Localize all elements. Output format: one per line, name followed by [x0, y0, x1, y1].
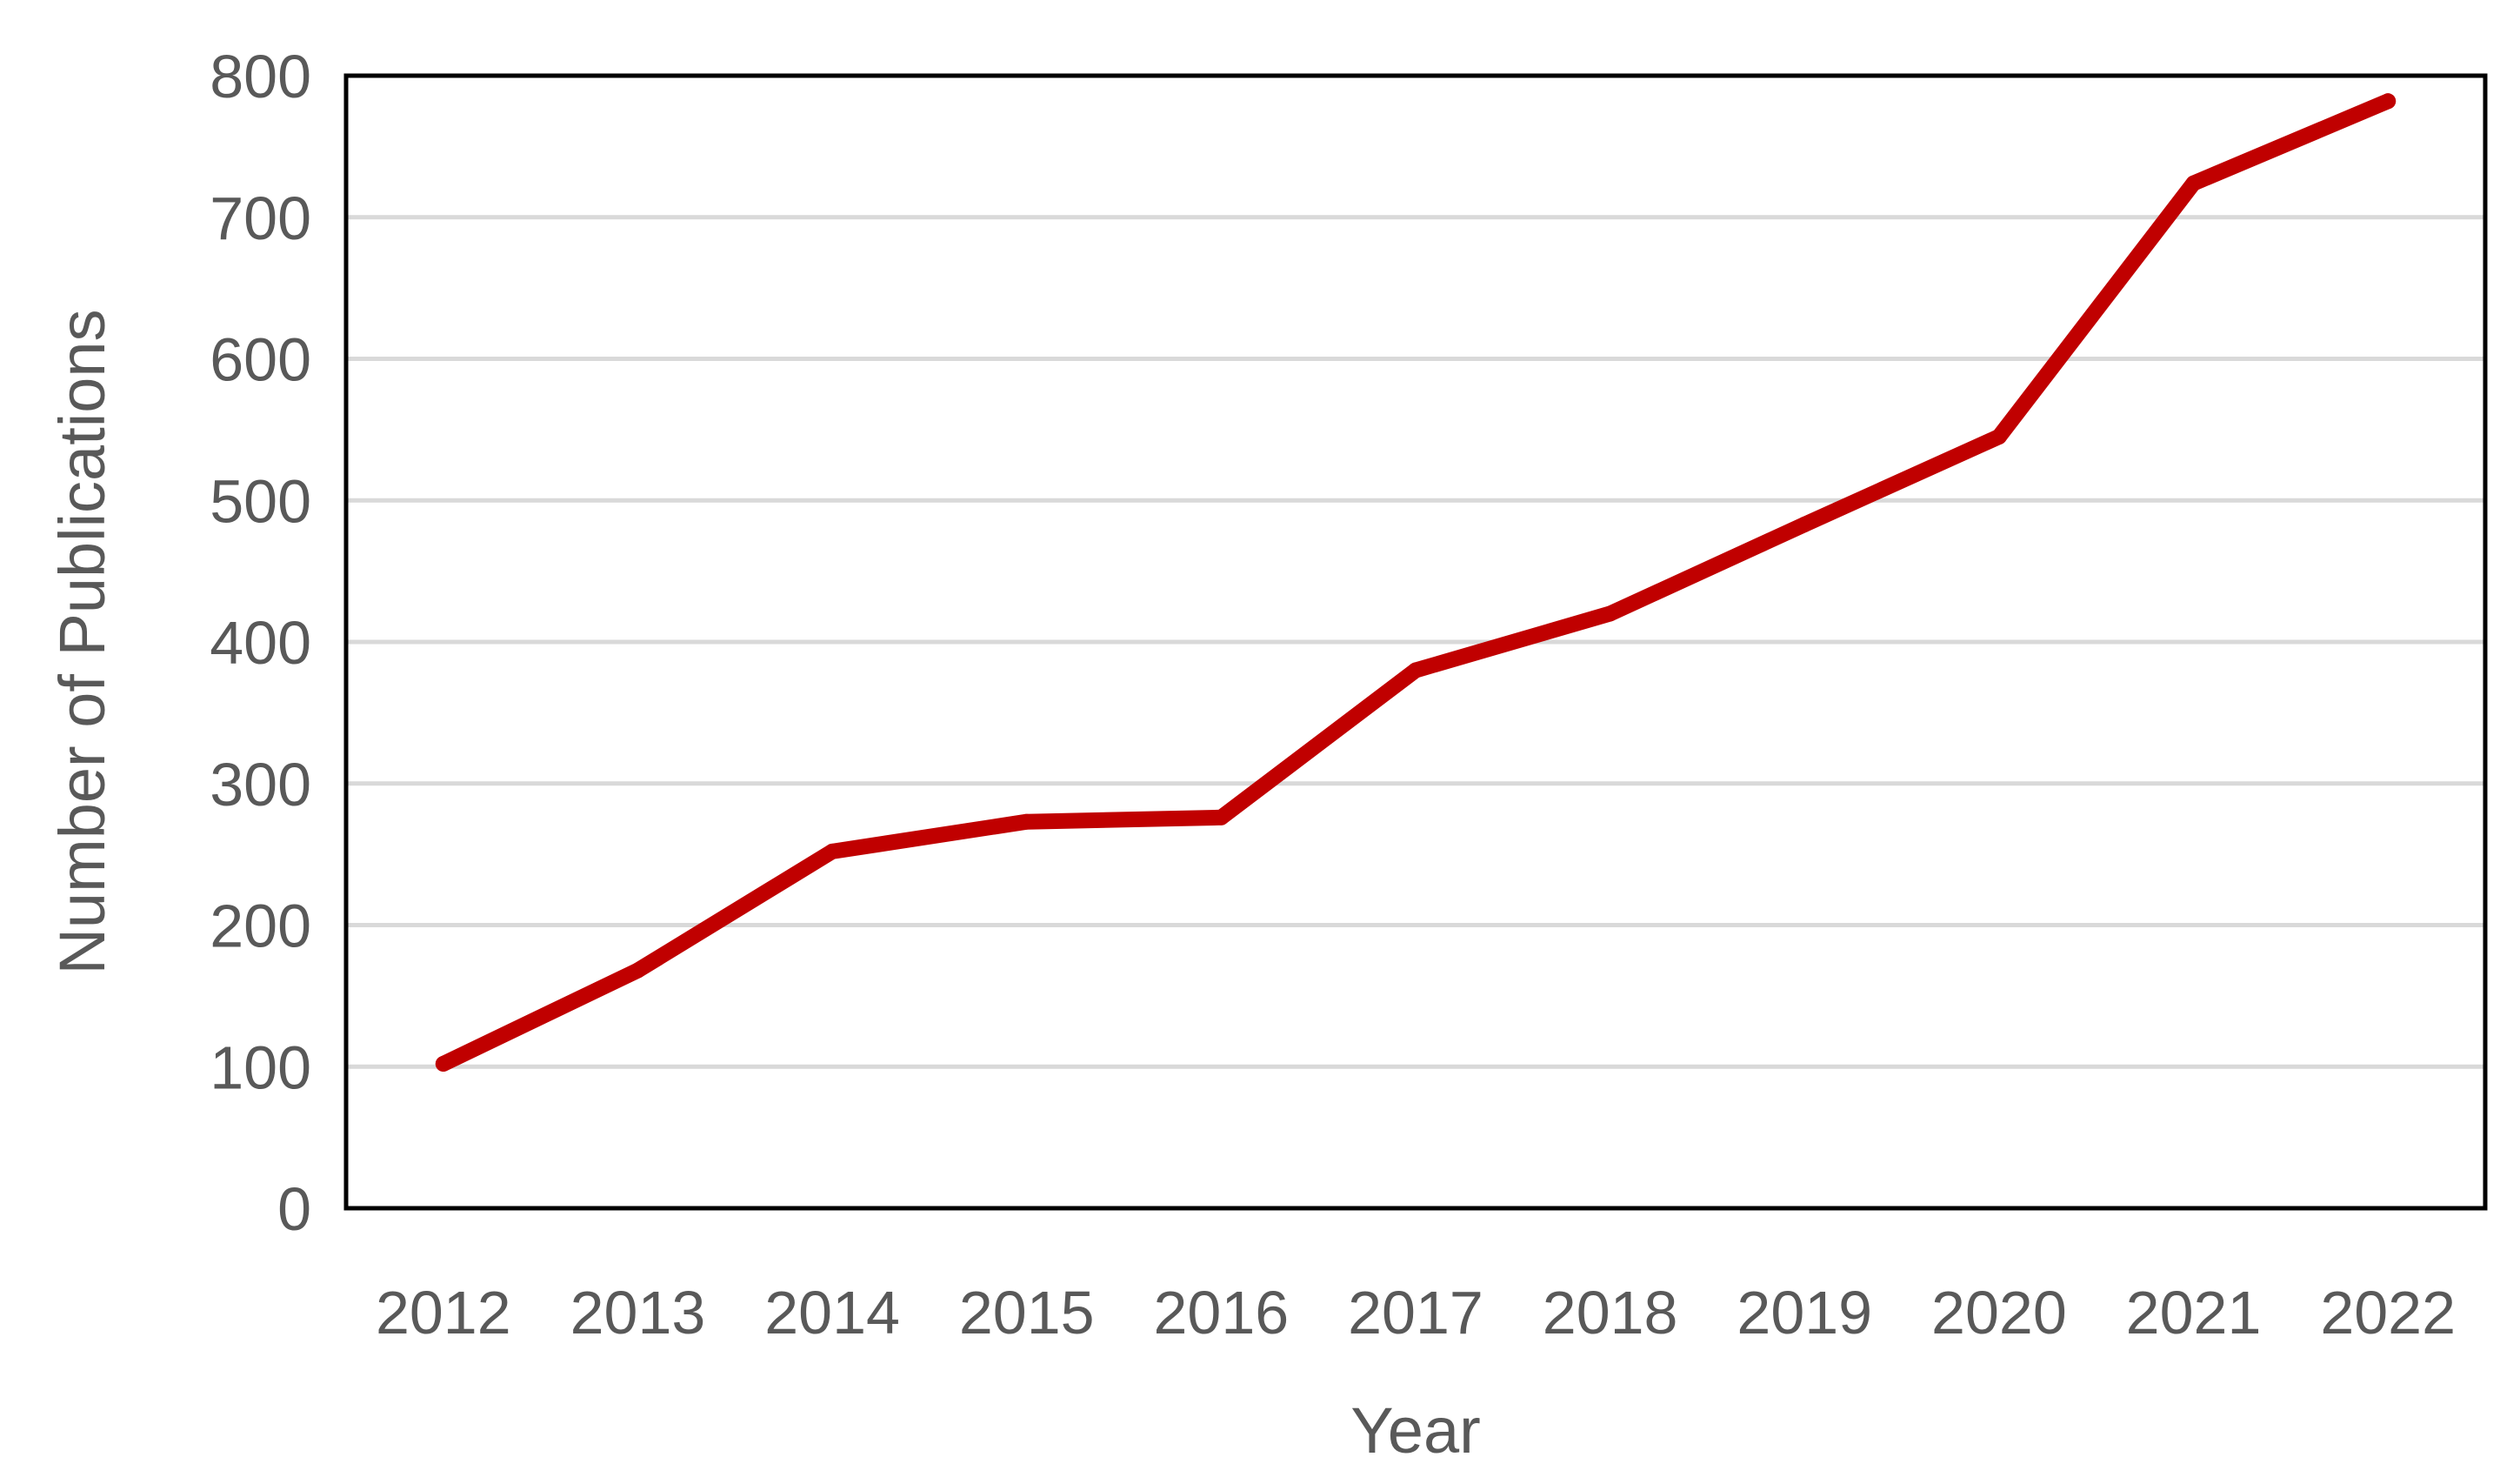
y-axis-ticks: 0 100 200 300 400 500 600 700 800: [210, 43, 311, 1243]
data-point: [1602, 605, 1618, 622]
series-line: [435, 93, 2397, 1072]
y-tick-label: 500: [210, 467, 311, 535]
y-tick-label: 300: [210, 751, 311, 819]
x-tick-label: 2015: [959, 1279, 1095, 1347]
data-point: [1408, 662, 1423, 678]
gridlines: [346, 215, 2485, 1069]
y-tick-label: 700: [210, 184, 311, 252]
x-tick-label: 2016: [1153, 1279, 1289, 1347]
y-tick-label: 200: [210, 892, 311, 960]
x-tick-label: 2022: [2320, 1279, 2456, 1347]
y-tick-label: 100: [210, 1033, 311, 1101]
x-axis-ticks: 2012 2013 2014 2015 2016 2017 2018 2019 2020 2021…: [376, 1279, 2456, 1347]
data-point: [824, 843, 841, 859]
data-point: [2185, 175, 2202, 191]
y-axis-title: Number of Publications: [46, 309, 118, 974]
x-tick-label: 2013: [570, 1279, 706, 1347]
y-tick-label: 400: [210, 609, 311, 677]
x-tick-label: 2012: [376, 1279, 511, 1347]
x-tick-label: 2014: [764, 1279, 900, 1347]
x-tick-label: 2020: [1931, 1279, 2067, 1347]
x-tick-label: 2021: [2126, 1279, 2262, 1347]
x-tick-label: 2019: [1737, 1279, 1872, 1347]
data-point: [435, 1055, 451, 1072]
data-point: [1018, 813, 1035, 830]
x-tick-label: 2018: [1543, 1279, 1678, 1347]
data-point: [1213, 809, 1230, 825]
x-axis-title: Year: [1350, 1394, 1481, 1467]
data-point: [1990, 429, 2007, 445]
plot-frame: [343, 73, 2488, 1211]
data-point: [1797, 516, 1813, 532]
series-layer: [435, 93, 2397, 1072]
y-tick-label: 0: [277, 1175, 311, 1243]
y-tick-label: 800: [210, 43, 311, 110]
data-point: [2380, 93, 2397, 110]
y-tick-label: 600: [210, 326, 311, 394]
data-point: [630, 962, 646, 979]
x-tick-label: 2017: [1348, 1279, 1483, 1347]
